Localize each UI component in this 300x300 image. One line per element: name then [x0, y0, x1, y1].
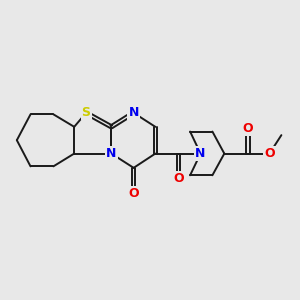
Text: N: N — [195, 147, 206, 160]
Text: N: N — [106, 147, 116, 160]
Text: O: O — [173, 172, 184, 185]
Text: O: O — [243, 122, 254, 135]
Text: O: O — [128, 187, 139, 200]
Text: O: O — [264, 147, 275, 160]
Text: N: N — [128, 106, 139, 119]
Text: S: S — [82, 106, 91, 119]
